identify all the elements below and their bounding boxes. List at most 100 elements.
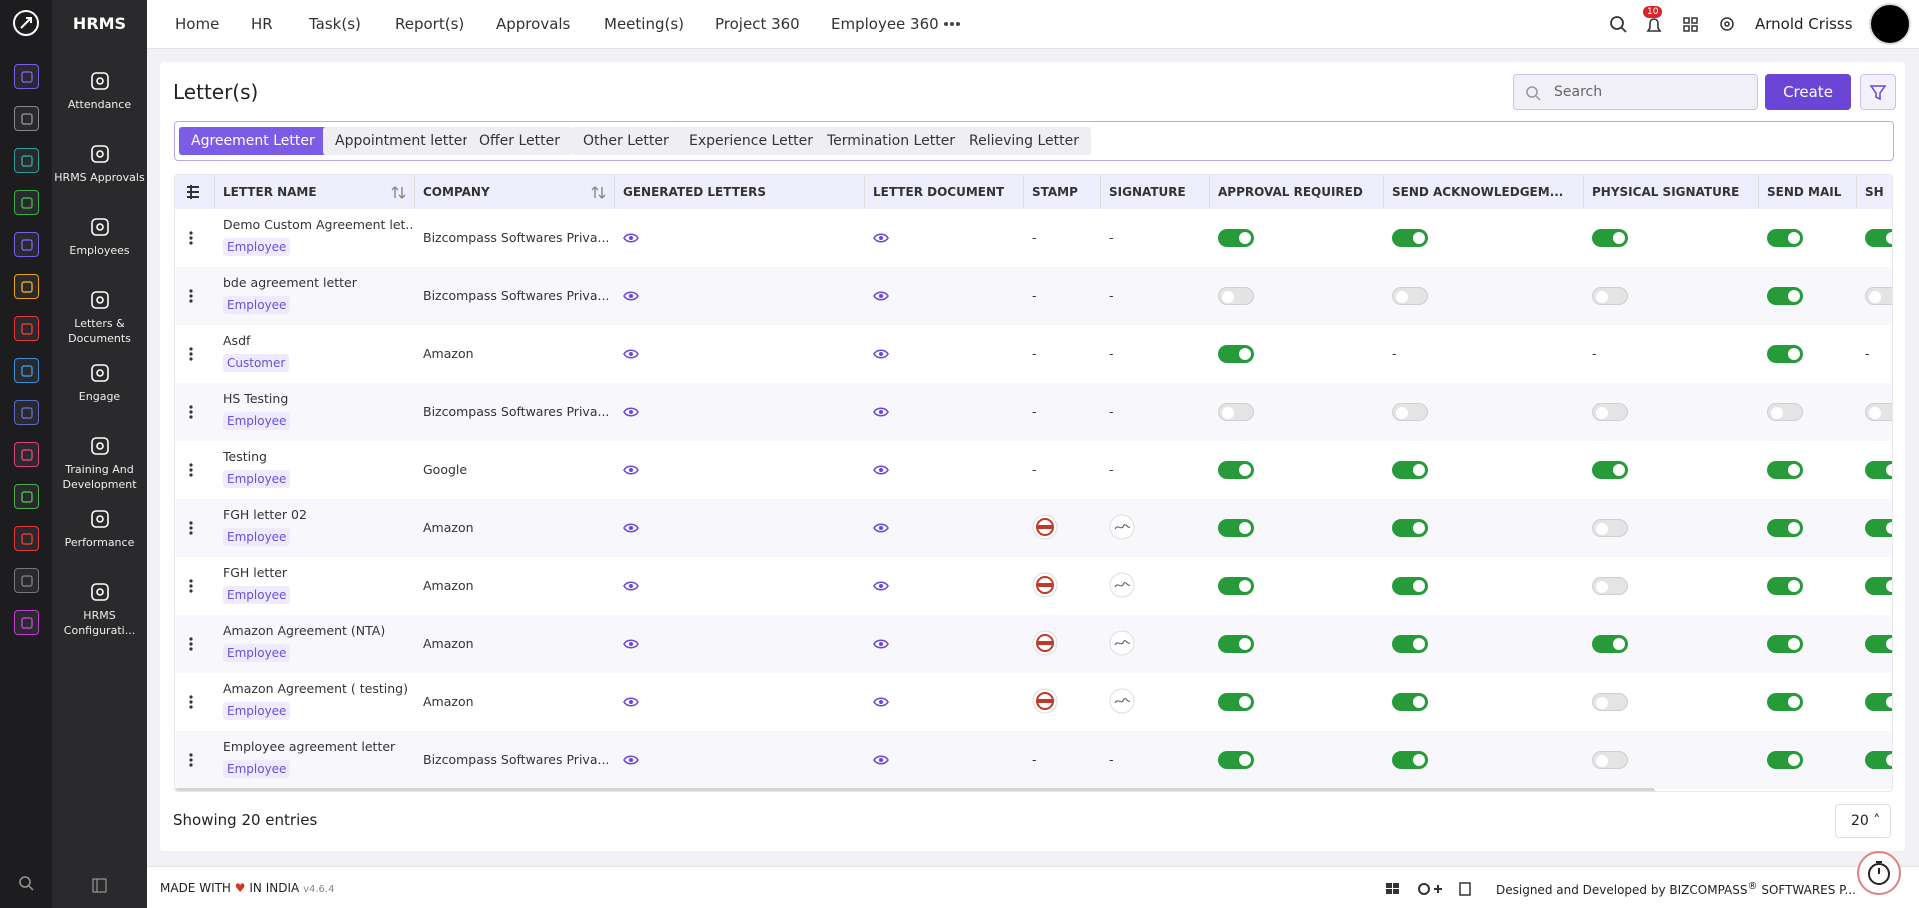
search-box[interactable]: Search [1513, 74, 1758, 110]
toggle[interactable] [1218, 345, 1254, 363]
tab[interactable]: Agreement Letter [179, 127, 327, 155]
sidebar-item[interactable]: Attendance [52, 70, 147, 112]
toggle[interactable] [1865, 403, 1892, 421]
create-button[interactable]: Create [1765, 74, 1851, 110]
view-link[interactable] [873, 383, 913, 441]
tab[interactable]: Termination Letter [815, 127, 968, 155]
view-link[interactable] [873, 615, 913, 673]
row-menu[interactable] [175, 731, 215, 789]
view-link[interactable] [623, 499, 663, 557]
view-link[interactable] [623, 383, 663, 441]
row-menu[interactable] [175, 209, 215, 267]
toggle[interactable] [1865, 519, 1892, 537]
toggle[interactable] [1865, 229, 1892, 247]
rail-app[interactable] [14, 442, 39, 467]
rail-app[interactable] [14, 526, 39, 551]
view-link[interactable] [623, 267, 663, 325]
view-link[interactable] [873, 267, 913, 325]
view-link[interactable] [873, 731, 913, 789]
nav-item[interactable]: Employee 360 [831, 15, 939, 33]
more-icon[interactable] [942, 16, 962, 32]
toggle[interactable] [1767, 693, 1803, 711]
rail-app[interactable] [14, 400, 39, 425]
sidebar-item[interactable]: HRMS Approvals [52, 143, 147, 185]
sidebar-item[interactable]: Training And Development [52, 435, 147, 492]
toggle[interactable] [1865, 693, 1892, 711]
toggle[interactable] [1767, 519, 1803, 537]
toggle[interactable] [1865, 577, 1892, 595]
tab[interactable]: Offer Letter [467, 127, 572, 155]
nav-item[interactable]: Approvals [496, 15, 571, 33]
toggle[interactable] [1592, 229, 1628, 247]
view-link[interactable] [623, 325, 663, 383]
view-link[interactable] [873, 557, 913, 615]
view-link[interactable] [873, 325, 913, 383]
toggle[interactable] [1592, 693, 1628, 711]
tab[interactable]: Appointment letter [323, 127, 481, 155]
toggle[interactable] [1392, 693, 1428, 711]
toggle[interactable] [1865, 287, 1892, 305]
row-menu[interactable] [175, 673, 215, 731]
rail-app[interactable] [14, 232, 39, 257]
row-menu[interactable] [175, 325, 215, 383]
toggle[interactable] [1218, 287, 1254, 305]
tab[interactable]: Other Letter [571, 127, 681, 155]
view-link[interactable] [873, 673, 913, 731]
nav-item[interactable]: Home [175, 15, 220, 33]
toggle[interactable] [1392, 403, 1428, 421]
rail-app[interactable] [14, 148, 39, 173]
sidebar-item[interactable]: HRMS Configurati... [52, 581, 147, 638]
avatar[interactable] [1869, 3, 1911, 45]
row-menu[interactable] [175, 441, 215, 499]
toggle[interactable] [1592, 403, 1628, 421]
rail-app[interactable] [14, 274, 39, 299]
timer-button[interactable] [1857, 851, 1901, 895]
toggle[interactable] [1767, 287, 1803, 305]
sidebar-item[interactable]: Performance [52, 508, 147, 550]
tab[interactable]: Relieving Letter [957, 127, 1092, 155]
nav-item[interactable]: HR [251, 15, 273, 33]
tab[interactable]: Experience Letter [677, 127, 826, 155]
toggle[interactable] [1592, 635, 1628, 653]
toggle[interactable] [1392, 461, 1428, 479]
rail-app[interactable] [14, 610, 39, 635]
view-link[interactable] [623, 615, 663, 673]
view-link[interactable] [623, 441, 663, 499]
rail-app[interactable] [14, 568, 39, 593]
toggle[interactable] [1767, 345, 1803, 363]
row-menu[interactable] [175, 557, 215, 615]
rail-app[interactable] [14, 64, 39, 89]
toggle[interactable] [1218, 229, 1254, 247]
rail-app[interactable] [14, 316, 39, 341]
toggle[interactable] [1767, 461, 1803, 479]
toggle[interactable] [1392, 577, 1428, 595]
rail-app[interactable] [14, 358, 39, 383]
sidebar-item[interactable]: Employees [52, 216, 147, 258]
view-link[interactable] [623, 731, 663, 789]
rail-app[interactable] [14, 106, 39, 131]
view-link[interactable] [873, 209, 913, 267]
nav-item[interactable]: Report(s) [395, 15, 465, 33]
toggle[interactable] [1392, 287, 1428, 305]
toggle[interactable] [1218, 577, 1254, 595]
toggle[interactable] [1592, 287, 1628, 305]
toggle[interactable] [1392, 519, 1428, 537]
search-icon[interactable] [16, 873, 36, 893]
view-link[interactable] [873, 441, 913, 499]
nav-item[interactable]: Task(s) [309, 15, 361, 33]
toggle[interactable] [1592, 577, 1628, 595]
toggle[interactable] [1218, 519, 1254, 537]
toggle[interactable] [1218, 635, 1254, 653]
row-menu[interactable] [175, 615, 215, 673]
toggle[interactable] [1865, 635, 1892, 653]
nav-item[interactable]: Meeting(s) [604, 15, 684, 33]
toggle[interactable] [1592, 461, 1628, 479]
user-name[interactable]: Arnold Crisss [1755, 15, 1853, 33]
view-link[interactable] [623, 209, 663, 267]
toggle[interactable] [1767, 577, 1803, 595]
toggle[interactable] [1592, 519, 1628, 537]
collapse-icon[interactable] [92, 878, 108, 894]
toggle[interactable] [1218, 461, 1254, 479]
row-menu[interactable] [175, 499, 215, 557]
toggle[interactable] [1592, 751, 1628, 769]
